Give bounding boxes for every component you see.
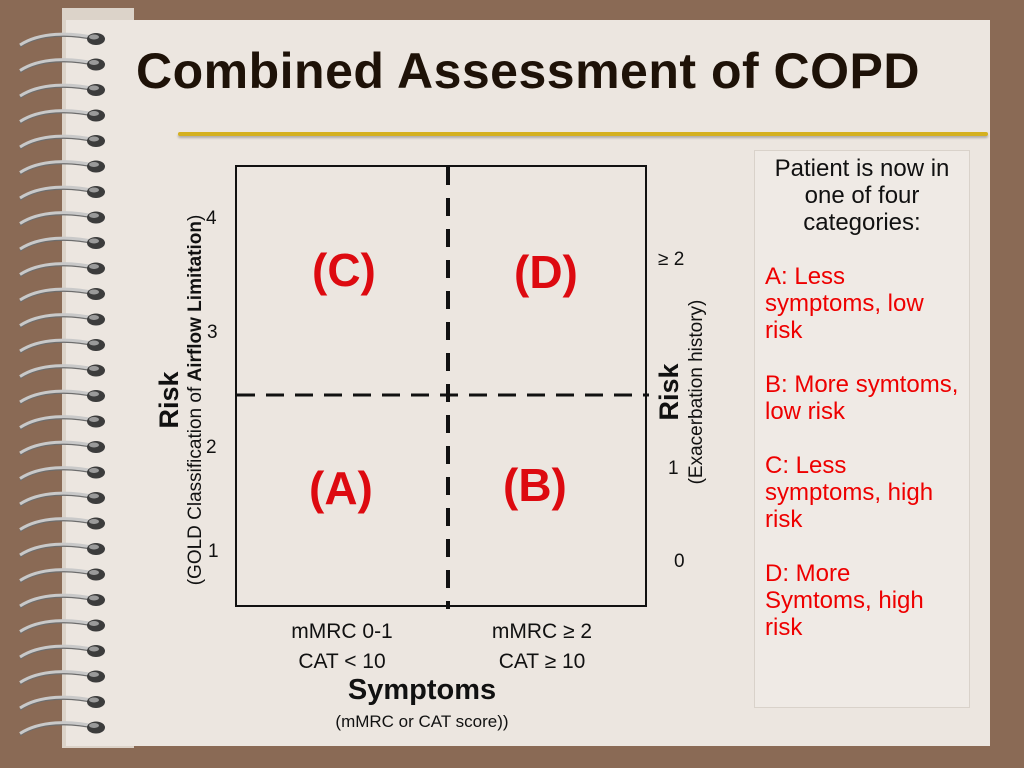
right-axis-title: Risk — [654, 363, 684, 421]
left-axis-subtitle: (GOLD Classification of Airflow Limitati… — [185, 214, 206, 586]
left-axis-label: Risk (GOLD Classification of Airflow Lim… — [154, 200, 210, 600]
quadrant-c: (C) — [312, 244, 376, 296]
binding-ring — [19, 568, 105, 584]
title-underline — [178, 132, 988, 136]
right-tick-0: 0 — [674, 551, 685, 572]
quadrant-a: (A) — [309, 462, 373, 514]
binding-ring — [19, 287, 105, 303]
binding-ring — [19, 160, 105, 176]
binding-ring — [19, 517, 105, 533]
quadrant-b: (B) — [503, 459, 567, 511]
binding-ring — [19, 236, 105, 252]
assessment-grid — [235, 165, 649, 609]
binding-ring — [19, 58, 105, 74]
left-tick-2: 2 — [206, 437, 217, 458]
right-tick-1: 1 — [668, 458, 679, 479]
binding-ring — [19, 440, 105, 456]
bottom-axis-subtitle: (mMRC or CAT score)) — [335, 712, 509, 731]
binding-ring — [19, 466, 105, 482]
binding-ring — [19, 415, 105, 431]
right-axis-subtitle: (Exacerbation history) — [686, 299, 707, 485]
category-b: B: More symtoms, low risk — [765, 371, 959, 425]
quadrant-d: (D) — [514, 246, 578, 298]
category-sidebar: Patient is now in one of four categories… — [754, 150, 970, 708]
binding-ring — [19, 134, 105, 150]
left-axis-title: Risk — [154, 371, 184, 429]
category-c: C: Less symptoms, high risk — [765, 452, 934, 533]
left-tick-3: 3 — [207, 322, 218, 343]
binding-ring — [19, 185, 105, 201]
binding-ring — [19, 644, 105, 660]
binding-ring — [19, 619, 105, 635]
binding-ring — [19, 313, 105, 329]
bottom-axis-title: Symptoms — [347, 674, 497, 706]
grid-dividers — [237, 167, 649, 609]
symptom-left-line2: CAT < 10 — [298, 650, 386, 673]
category-d: D: More Symtoms, high risk — [765, 560, 924, 641]
left-tick-4: 4 — [206, 208, 217, 229]
binding-ring — [19, 83, 105, 99]
binding-ring — [19, 338, 105, 354]
binding-ring — [19, 670, 105, 686]
right-tick-2plus: ≥ 2 — [658, 249, 685, 270]
binding-ring — [19, 542, 105, 558]
slide-title: Combined Assessment of COPD — [135, 43, 920, 99]
sidebar-intro: Patient is now in one of four categories… — [774, 155, 950, 236]
right-axis-label: Risk (Exacerbation history) — [654, 242, 714, 542]
binding-ring — [19, 389, 105, 405]
binding-ring — [19, 364, 105, 380]
binding-ring — [19, 593, 105, 609]
binding-ring — [19, 32, 105, 48]
binding-ring — [19, 109, 105, 125]
binding-ring — [19, 211, 105, 227]
symptom-right-line1: mMRC ≥ 2 — [491, 620, 593, 643]
symptom-left-line1: mMRC 0-1 — [291, 620, 393, 643]
left-tick-1: 1 — [208, 541, 219, 562]
binding-ring — [19, 491, 105, 507]
binding-ring — [19, 721, 105, 737]
category-a: A: Less symptoms, low risk — [765, 263, 924, 344]
spiral-binding-icon — [19, 32, 105, 737]
binding-ring — [19, 695, 105, 711]
binding-ring — [19, 262, 105, 278]
symptom-right-line2: CAT ≥ 10 — [498, 650, 586, 673]
